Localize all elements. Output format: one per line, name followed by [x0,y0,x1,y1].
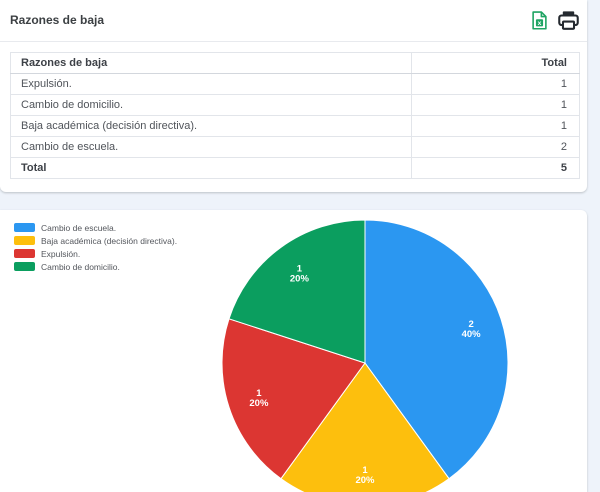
legend-swatch [14,249,35,258]
pie-slice[interactable] [364,219,509,480]
pie-slice[interactable] [221,318,366,480]
chart-card: Cambio de escuela. Baja académica (decisi… [0,210,587,492]
table-body: Expulsión. 1 Cambio de domicilio. 1 Baja aca… [9,73,580,158]
total-cell: 1 [411,73,580,95]
printer-icon [558,11,579,30]
legend-swatch [14,262,35,271]
header-actions: x [532,11,579,30]
reasons-table: Razones de baja Total Expulsión. 1 Cambio … [9,52,580,179]
table-row: Cambio de escuela. 2 [9,136,580,158]
legend-swatch [14,223,35,232]
chart-legend: Cambio de escuela. Baja académica (decisi… [14,221,177,273]
reasons-card: Razones de baja x Razon [0,0,587,192]
total-cell: 2 [411,136,580,158]
legend-item: Cambio de domicilio. [14,260,177,273]
reason-cell: Baja académica (decisión directiva). [9,115,413,137]
column-header-reason: Razones de baja [9,52,413,74]
pie-slice[interactable] [280,362,450,492]
pie-slice-label: 2 40% [462,319,482,340]
legend-swatch [14,236,35,245]
table-row: Cambio de domicilio. 1 [9,94,580,116]
column-header-total: Total [411,52,580,74]
total-row-value: 5 [411,157,580,179]
pie-slice-label: 1 20% [249,388,269,409]
legend-item: Expulsión. [14,247,177,260]
total-cell: 1 [411,115,580,137]
reason-cell: Cambio de domicilio. [9,94,413,116]
pie-chart: 2 40% 1 20% 1 20% 1 20% [221,219,509,492]
card-header: Razones de baja x [0,0,587,42]
total-cell: 1 [411,94,580,116]
legend-label: Cambio de domicilio. [41,261,120,272]
table-header-row: Razones de baja Total [9,52,580,74]
table-row: Expulsión. 1 [9,73,580,95]
legend-item: Baja académica (decisión directiva). [14,234,177,247]
legend-label: Baja académica (decisión directiva). [41,235,178,246]
print-button[interactable] [558,11,579,30]
excel-export-button[interactable]: x [532,11,547,30]
legend-item: Cambio de escuela. [14,221,177,234]
pie-slice[interactable] [228,219,366,364]
table-total-row: Total 5 [9,157,580,179]
reason-cell: Expulsión. [9,73,413,95]
pie-slice-label: 1 20% [290,263,310,284]
svg-text:x: x [538,20,542,27]
legend-label: Expulsión. [41,248,81,259]
pie-slice-label: 1 20% [355,465,375,486]
excel-file-icon: x [532,11,547,30]
legend-label: Cambio de escuela. [41,222,117,233]
page-title: Razones de baja [10,13,105,27]
reason-cell: Cambio de escuela. [9,136,413,158]
total-row-label: Total [9,157,413,179]
table-row: Baja académica (decisión directiva). 1 [9,115,580,137]
